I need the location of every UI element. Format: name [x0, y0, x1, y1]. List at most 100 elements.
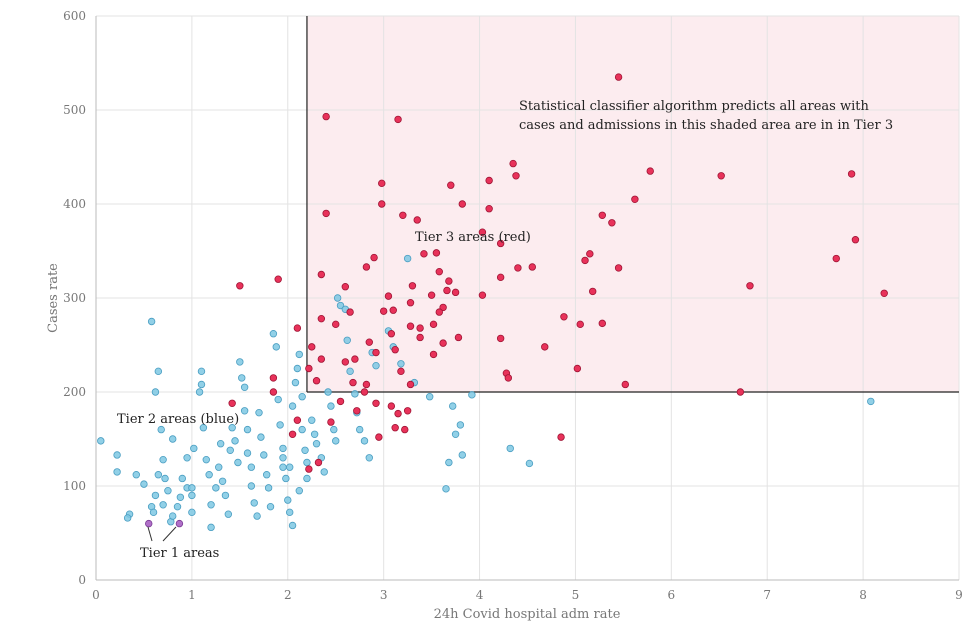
tier2-point: [154, 367, 163, 376]
tier2-point: [456, 421, 465, 429]
tier3-point: [832, 254, 840, 263]
tier2-label: Tier 2 areas (blue): [117, 412, 239, 427]
tier3-point: [560, 313, 568, 321]
tier2-point: [312, 440, 321, 448]
tier3-point: [614, 73, 623, 81]
tier2-point: [207, 501, 215, 509]
tier2-point: [303, 458, 311, 467]
tier2-point: [360, 437, 369, 445]
x-tick-label: 9: [955, 588, 963, 602]
tier3-point: [458, 200, 466, 208]
x-tick-label: 0: [92, 588, 100, 602]
tier3-point: [391, 346, 399, 354]
classifier-annotation-line1: Statistical classifier algorithm predict…: [519, 99, 869, 114]
tier2-point: [303, 474, 311, 483]
tier3-point: [435, 267, 443, 276]
tier2-point: [264, 484, 273, 492]
tier2-point: [330, 425, 338, 434]
tier2-point: [159, 455, 167, 464]
tier3-point: [322, 112, 330, 121]
x-tick-label: 5: [572, 588, 580, 602]
tier3-point: [387, 330, 396, 338]
tier2-point: [449, 402, 457, 410]
tier2-point: [236, 358, 244, 366]
tier3-point: [576, 320, 584, 329]
tier3-point: [880, 289, 888, 297]
tier3-point: [406, 380, 415, 389]
tier1-point: [145, 519, 153, 528]
tier2-point: [188, 491, 196, 500]
tier3-point: [614, 264, 623, 272]
tier2-point: [215, 463, 223, 471]
tier3-point: [478, 228, 487, 236]
tier3-point: [598, 211, 606, 219]
tier2-point: [310, 430, 319, 438]
tier2-point: [279, 444, 287, 453]
tier3-point: [360, 388, 369, 396]
tier3-point: [416, 333, 424, 342]
tier2-point: [234, 458, 242, 467]
tier2-point: [253, 512, 261, 520]
tier3-point: [332, 320, 340, 329]
tier3-point: [308, 343, 316, 351]
tier3-point: [608, 219, 616, 227]
tier2-point: [216, 440, 225, 448]
tier3-point: [372, 348, 380, 357]
tier3-point: [496, 273, 505, 282]
tier2-point: [159, 501, 167, 509]
tier3-point: [341, 358, 350, 366]
tier2-point: [113, 468, 121, 476]
x-tick-label: 4: [476, 588, 484, 602]
tier3-point: [399, 211, 407, 219]
tier2-point: [132, 471, 140, 479]
tier2-point: [425, 393, 434, 401]
y-tick-label: 600: [63, 9, 86, 23]
tier2-point: [458, 451, 466, 459]
tier2-point: [197, 380, 206, 389]
tier3-point: [228, 399, 236, 407]
tier3-point: [581, 256, 589, 265]
tier2-point: [195, 388, 204, 396]
tier3-point: [305, 364, 313, 373]
tier2-point: [324, 388, 332, 396]
tier3-point: [413, 216, 421, 224]
tier3-point: [274, 275, 282, 283]
y-tick-label: 400: [63, 197, 86, 211]
tier3-point: [541, 343, 549, 351]
tier2-point: [320, 468, 328, 476]
tier3-point: [443, 286, 451, 295]
tier2-point: [221, 491, 230, 500]
tier2-point: [228, 424, 236, 432]
data-points: [97, 73, 888, 532]
tier3-point: [403, 407, 412, 415]
tier2-point: [295, 487, 303, 495]
tier3-point: [389, 306, 397, 314]
tier3-point: [378, 179, 386, 188]
tier3-point: [394, 115, 402, 124]
tier2-point: [240, 407, 249, 415]
tier2-point: [247, 482, 256, 490]
tier2-point: [190, 444, 198, 453]
tier3-point: [372, 399, 380, 407]
y-axis-title: Cases rate: [46, 263, 61, 333]
tier3-point: [416, 324, 424, 332]
y-tick-label: 0: [78, 573, 86, 587]
tier3-point: [439, 303, 447, 312]
tier2-point: [161, 474, 169, 483]
tier3-point: [384, 292, 393, 300]
tier3-point: [378, 200, 386, 208]
tier2-point: [282, 474, 290, 483]
y-tick-label: 100: [63, 479, 86, 493]
tier3-point: [269, 388, 278, 396]
tier2-point: [183, 454, 191, 462]
tier3-point: [305, 465, 313, 473]
tier3-point: [370, 253, 378, 262]
tier3-point: [589, 287, 597, 296]
x-tick-label: 8: [859, 588, 867, 602]
tier2-point: [269, 330, 278, 338]
tier3-point: [408, 282, 417, 290]
tier3-point: [420, 250, 428, 258]
tier2-point: [298, 425, 306, 434]
tier2-point: [240, 383, 249, 391]
